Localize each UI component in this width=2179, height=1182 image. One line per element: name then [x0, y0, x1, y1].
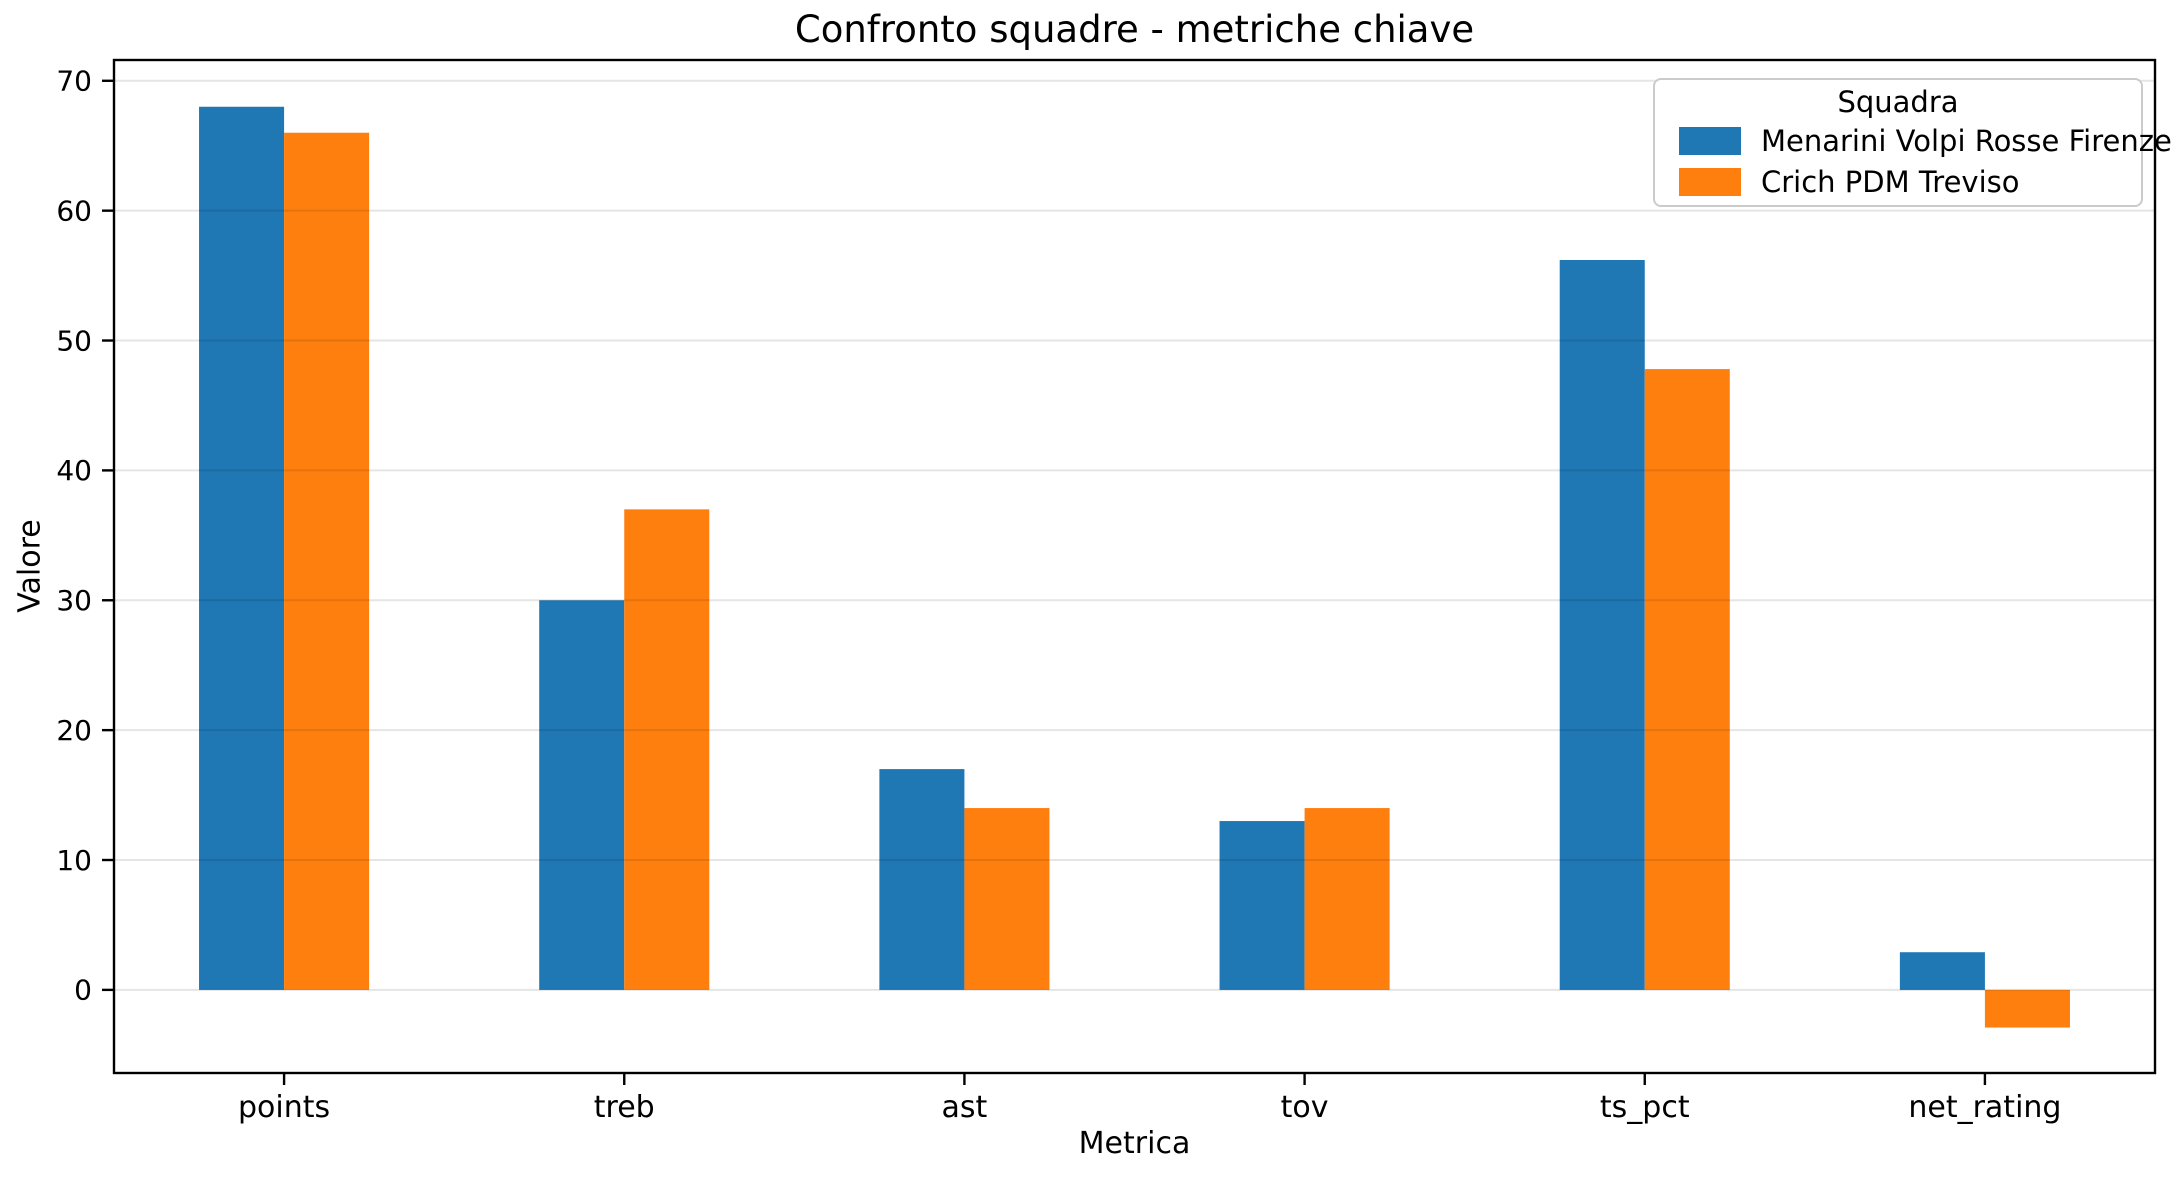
bar-crich-pdm-treviso-treb [624, 509, 710, 990]
legend-swatch-icon [1679, 126, 1741, 155]
x-tick-label-ast: ast [942, 1090, 988, 1125]
legend: Squadra Menarini Volpi Rosse Firenze Cric… [1653, 78, 2172, 207]
legend-entry-menarini-volpi-rosse-firenze: Menarini Volpi Rosse Firenze [1655, 120, 2172, 161]
bar-menarini-volpi-rosse-firenze-points [199, 106, 285, 990]
y-tick-label-0: 0 [74, 974, 92, 1007]
y-tick-label-20: 20 [56, 714, 92, 747]
bar-crich-pdm-treviso-ts-pct [1644, 369, 1730, 990]
x-tick-label-treb: treb [594, 1090, 655, 1125]
bar-crich-pdm-treviso-net-rating [1984, 989, 2070, 1028]
y-tick-label-60: 60 [56, 194, 92, 227]
bar-crich-pdm-treviso-points [284, 132, 370, 990]
bar-crich-pdm-treviso-tov [1304, 808, 1390, 990]
bar-crich-pdm-treviso-ast [964, 808, 1050, 990]
y-tick-label-10: 10 [56, 844, 92, 877]
x-axis-label: Metrica [1078, 1126, 1191, 1161]
legend-entry-label: Crich PDM Treviso [1761, 164, 2020, 199]
x-tick-label-ts-pct: ts_pct [1600, 1090, 1690, 1125]
x-tick-label-net-rating: net_rating [1908, 1090, 2061, 1125]
chart-title: Confronto squadre - metriche chiave [794, 8, 1475, 51]
y-tick-label-50: 50 [56, 324, 92, 357]
bar-menarini-volpi-rosse-firenze-treb [539, 600, 625, 990]
bar-menarini-volpi-rosse-firenze-ts-pct [1559, 260, 1645, 990]
x-tick-label-tov: tov [1281, 1090, 1329, 1125]
x-tick-label-points: points [238, 1090, 330, 1125]
legend-entry-label: Menarini Volpi Rosse Firenze [1761, 123, 2172, 158]
y-tick-label-30: 30 [56, 584, 92, 617]
legend-title: Squadra [1837, 85, 1959, 119]
bar-menarini-volpi-rosse-firenze-ast [879, 769, 965, 990]
y-tick-label-70: 70 [56, 65, 92, 98]
y-axis-label: Valore [12, 519, 48, 613]
bar-menarini-volpi-rosse-firenze-net-rating [1899, 952, 1985, 990]
legend-entries: Menarini Volpi Rosse Firenze Crich PDM Tr… [1655, 120, 2172, 202]
bar-menarini-volpi-rosse-firenze-tov [1219, 821, 1305, 990]
y-tick-label-40: 40 [56, 454, 92, 487]
axes-spines [112, 58, 2157, 1075]
legend-entry-crich-pdm-treviso: Crich PDM Treviso [1655, 161, 2141, 202]
legend-swatch-icon [1679, 167, 1741, 196]
